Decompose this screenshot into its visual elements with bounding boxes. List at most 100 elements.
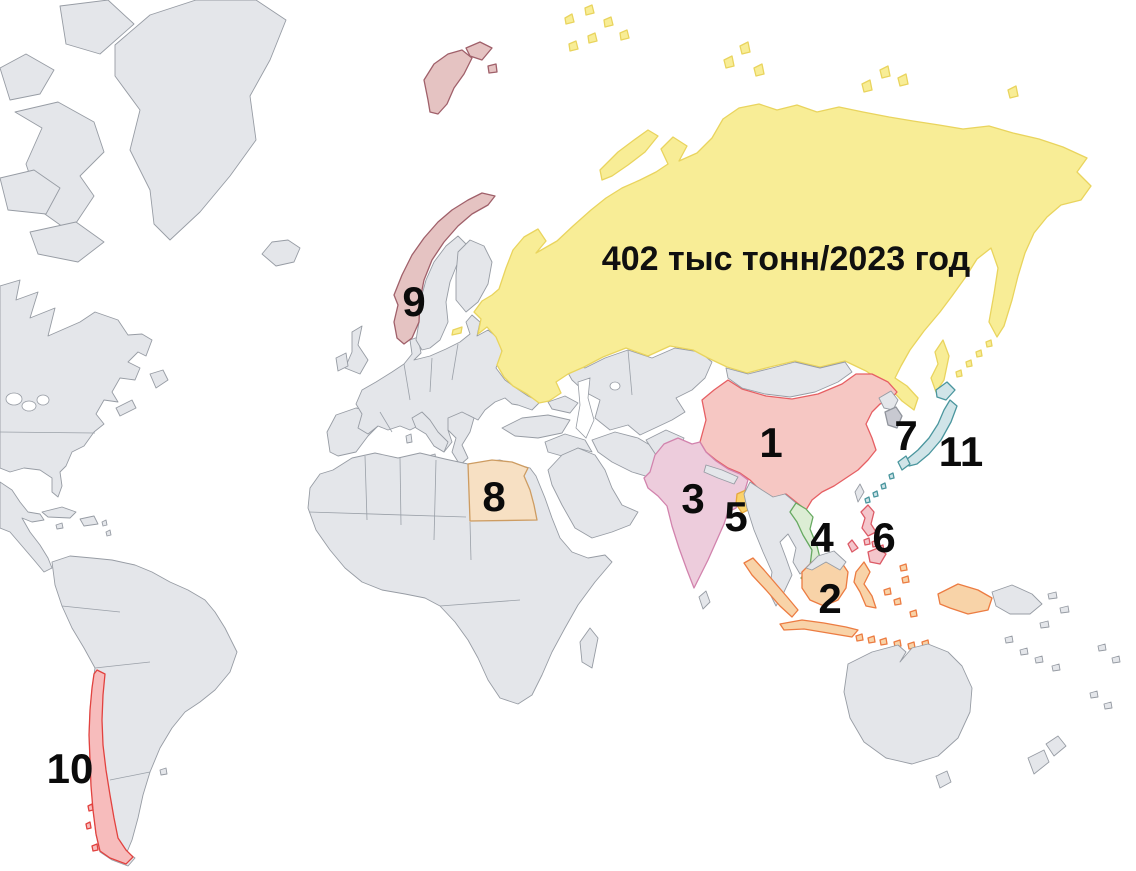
- country-number-4: 4: [810, 514, 834, 561]
- country-japan-honshu: [905, 399, 958, 467]
- border-africa-internal: [399, 457, 402, 526]
- country-south-korea: [884, 406, 903, 429]
- caspian-sea: [575, 377, 595, 439]
- region-new-zealand-south: [1027, 749, 1050, 775]
- country-number-2: 2: [818, 575, 841, 622]
- country-russia-kurils: [955, 339, 993, 378]
- region-finland: [455, 239, 493, 313]
- country-norway-svalbard: [423, 49, 473, 115]
- great-lakes: [21, 400, 37, 412]
- region-malaysia-borneo: [805, 550, 847, 571]
- region-madagascar: [579, 627, 599, 669]
- continent-asia-east: [643, 361, 958, 610]
- continent-africa: [307, 452, 613, 705]
- region-central-america: [0, 481, 53, 573]
- border-africa-internal: [364, 455, 368, 521]
- region-levant-iraq: [544, 433, 593, 457]
- region-taiwan: [854, 483, 865, 503]
- region-new-zealand-north: [1045, 735, 1067, 757]
- region-antilles: [101, 519, 108, 527]
- country-russia-new-siberian-isles: [861, 65, 1019, 99]
- continent-europe: [326, 41, 541, 476]
- country-philippines-mindanao: [867, 547, 887, 565]
- region-middle-east-central-asia: [501, 347, 713, 539]
- country-indonesia-java: [779, 619, 859, 638]
- border-africa-internal: [469, 521, 472, 561]
- country-number-3: 3: [681, 475, 704, 522]
- country-norway-svalbard-ne: [465, 41, 493, 61]
- region-arabian-peninsula: [547, 447, 639, 539]
- russia-annotation: 402 тыс тонн/2023 год: [602, 240, 970, 278]
- region-nepal: [703, 464, 739, 485]
- region-hispaniola: [79, 515, 99, 527]
- region-balkans-greece: [447, 411, 475, 466]
- region-arctic-island: [0, 169, 61, 215]
- border-europe-internal: [379, 411, 393, 433]
- border-sa-internal: [109, 771, 151, 781]
- region-jamaica: [55, 522, 64, 530]
- region-greenland: [114, 0, 287, 241]
- region-italy: [411, 411, 449, 453]
- region-sweden: [415, 235, 467, 351]
- border-sa-internal: [61, 605, 121, 613]
- border-sa-internal: [94, 661, 151, 669]
- border-us-canada: [0, 431, 96, 434]
- region-central-asia: [561, 347, 713, 436]
- great-lakes: [5, 392, 23, 406]
- region-tasmania: [935, 770, 952, 789]
- country-russia-franz-josef: [564, 4, 630, 52]
- country-japan-kyushu: [897, 455, 911, 471]
- region-arctic-island: [59, 0, 135, 55]
- region-sri-lanka: [698, 590, 711, 610]
- region-antilles: [105, 529, 112, 537]
- border-africa-internal: [439, 599, 521, 607]
- border-europe-internal: [451, 343, 459, 381]
- country-number-9: 9: [402, 278, 425, 325]
- region-maritime-sea: [743, 504, 1121, 789]
- region-ireland: [335, 352, 349, 372]
- country-russia-group: [451, 4, 1092, 411]
- region-mongolia: [725, 361, 853, 398]
- country-russia-severnaya-zemlya: [723, 41, 765, 77]
- region-great-britain: [344, 325, 369, 375]
- region-newfoundland: [149, 369, 169, 389]
- country-russia-sakhalin: [930, 339, 950, 393]
- country-indonesia-sumatra: [743, 557, 799, 618]
- region-north-korea: [878, 390, 899, 411]
- region-turkey: [501, 414, 571, 439]
- region-melanesia-isles: [1004, 591, 1121, 710]
- region-papua-new-guinea: [991, 584, 1043, 615]
- continent-north-america: [0, 0, 301, 573]
- country-number-8: 8: [482, 473, 505, 520]
- region-australia: [843, 643, 973, 765]
- country-chile-islands: [85, 803, 99, 852]
- border-africa-internal: [433, 459, 437, 541]
- country-number-6: 6: [872, 514, 895, 561]
- country-number-1: 1: [759, 419, 782, 466]
- country-chile: [88, 669, 134, 865]
- country-indonesia-maluku: [883, 563, 918, 618]
- country-philippines-palawan: [847, 539, 859, 553]
- country-indonesia-lesser-sunda: [855, 633, 930, 650]
- region-south-america-mainland: [51, 555, 238, 867]
- country-norway: [393, 192, 496, 345]
- border-central-asia: [627, 349, 633, 396]
- country-russia-novaya-zemlya: [599, 129, 659, 181]
- country-egypt: [467, 459, 538, 522]
- region-caucasus: [547, 395, 579, 414]
- country-japan-hokkaido: [935, 381, 956, 401]
- aral-sea: [609, 381, 621, 391]
- continent-south-america: [51, 555, 238, 867]
- region-nova-scotia: [115, 399, 137, 417]
- country-indonesia-papua: [937, 583, 993, 615]
- country-philippines-luzon: [860, 504, 877, 537]
- great-lakes: [36, 394, 50, 406]
- country-russia-kaliningrad: [451, 326, 463, 336]
- region-baffin-island: [14, 101, 105, 233]
- region-falklands: [159, 767, 168, 776]
- country-number-11: 11: [939, 428, 983, 475]
- region-iceland: [261, 239, 301, 267]
- border-europe-internal: [403, 363, 411, 401]
